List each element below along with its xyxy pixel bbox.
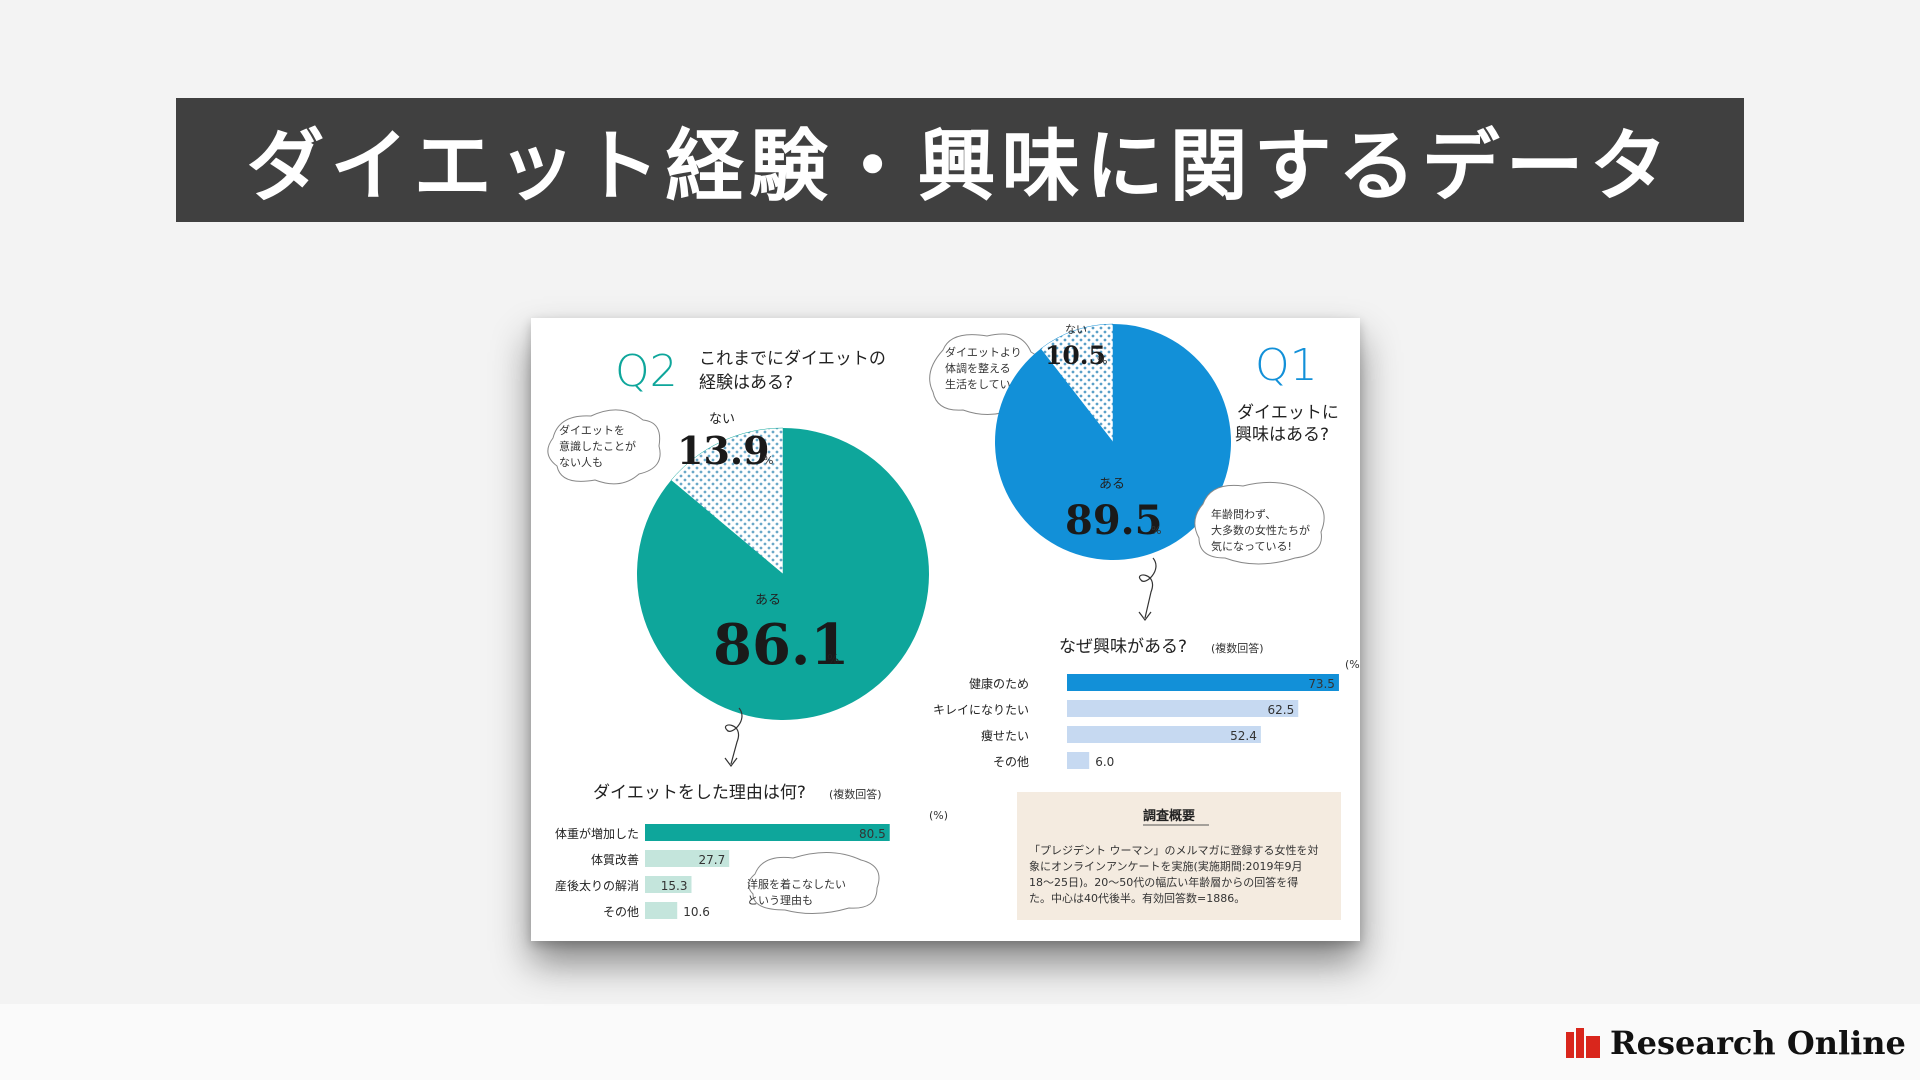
q2-bar-1: [645, 850, 730, 867]
q1-number: Q1: [1255, 340, 1318, 391]
summary-title: 調査概要: [1143, 808, 1195, 824]
q2-bar-0: [645, 824, 890, 841]
q1-yes-pct: %: [1151, 524, 1161, 537]
q2-bar-label-2: 産後太りの解消: [555, 878, 639, 893]
q1-pie-chart: [995, 323, 1231, 560]
q2-bars-title-note: (複数回答): [829, 787, 882, 801]
q2-yes-value: 86.1: [713, 612, 849, 678]
q1-bubble-line1: ダイエットより: [945, 345, 1022, 359]
q2-slice-no: [670, 427, 784, 575]
q1-bar-label-0: 健康のため: [969, 676, 1029, 691]
q1-bar-1: [1067, 700, 1299, 717]
q2-bubble-line1: ダイエットを: [559, 423, 625, 437]
q2-bar-label-3: その他: [603, 905, 639, 919]
title-banner: ダイエット経験・興味に関するデータ: [176, 98, 1744, 222]
q1-slice-no: [1040, 323, 1114, 443]
q2-bar-value-3: 10.6: [683, 905, 710, 919]
q1-bubble2-line1: 年齢問わず、: [1211, 507, 1276, 521]
q1-bars-unit: (%): [1345, 658, 1360, 671]
q2-bubble-line2: 意識したことが: [559, 439, 636, 453]
q2-arrowhead: [724, 757, 738, 767]
q1-bar-value-1: 62.5: [1268, 703, 1295, 717]
q2-arrow: [724, 707, 743, 765]
q2-bubble-line3: ない人も: [559, 456, 603, 469]
q1-arrow: [1138, 557, 1157, 619]
q2-speech-bubble: [547, 409, 661, 485]
q1-question-line2: 興味はある?: [1235, 425, 1329, 445]
q1-slice-yes: [995, 324, 1231, 560]
q2-bar-label-1: 体質改善: [591, 852, 639, 867]
q1-bar-label-3: その他: [993, 755, 1029, 769]
q2-bars-unit: (%): [929, 809, 948, 822]
q1-bar-value-2: 52.4: [1230, 729, 1257, 743]
q1-bar-3: [1067, 752, 1090, 769]
q2-bar-3: [645, 902, 678, 919]
footer-band: [0, 1004, 1920, 1080]
q2-bar-value-2: 15.3: [661, 879, 688, 893]
q1-no-value: 10.5: [1045, 341, 1106, 370]
q1-bars-title: なぜ興味がある?: [1059, 637, 1187, 657]
q2-bar-2: [645, 876, 692, 893]
q1-bar-label-2: 痩せたい: [981, 728, 1029, 743]
q1-no-pct: %: [1097, 354, 1107, 367]
q2-no-pct: %: [763, 454, 773, 467]
q2-bar-value-1: 27.7: [698, 853, 725, 867]
q1-bar-chart: 健康のため 73.5 キレイになりたい 62.5 痩せたい 52.4 その他 6.0: [933, 674, 1339, 769]
q2-bubble2-line1: 洋服を着こなしたい: [747, 877, 846, 891]
q1-bar-0: [1067, 674, 1339, 691]
q2-yes-label: ある: [755, 593, 781, 608]
q1-speech-bubble-2: [1194, 481, 1325, 565]
summary-box: [1017, 792, 1341, 920]
q1-question-line1: ダイエットに: [1237, 403, 1339, 423]
logo-icon: [1566, 1028, 1602, 1058]
brand-logo: Research Online: [1566, 1024, 1906, 1062]
q2-no-label: ない: [709, 412, 735, 427]
q1-bubble-line2: 体調を整える: [945, 361, 1011, 375]
q1-yes-value: 89.5: [1065, 497, 1162, 544]
q2-bars-title: ダイエットをした理由は何?: [593, 783, 806, 803]
q2-bar-label-0: 体重が増加した: [555, 826, 639, 841]
q2-question-line2: 経験はある?: [699, 373, 793, 393]
q2-question-line1: これまでにダイエットの: [699, 349, 886, 369]
q2-number: Q2: [615, 346, 678, 397]
q2-slice-yes: [637, 428, 929, 720]
q1-bar-2: [1067, 726, 1261, 743]
q2-bar-value-0: 80.5: [859, 827, 886, 841]
summary-line3: 18〜25日)。20〜50代の幅広い年齢層からの回答を得: [1029, 875, 1298, 889]
q1-bar-label-1: キレイになりたい: [933, 703, 1029, 717]
q1-bars-title-note: (複数回答): [1211, 641, 1264, 655]
q2-yes-pct: %: [827, 653, 839, 668]
infographic-card: Q2 これまでにダイエットの 経験はある? ダイエットを 意識したことが ない人…: [531, 318, 1360, 941]
q1-yes-label: ある: [1099, 477, 1125, 492]
q2-pie-chart: [637, 427, 929, 720]
q1-bubble-line3: 生活をしている: [945, 377, 1022, 391]
page-title: ダイエット経験・興味に関するデータ: [246, 121, 1674, 212]
q1-bubble2-line3: 気になっている!: [1211, 539, 1292, 553]
q2-bubble2-line2: という理由も: [747, 893, 813, 907]
q1-bar-value-3: 6.0: [1095, 755, 1114, 769]
q1-bar-value-0: 73.5: [1308, 677, 1335, 691]
q1-bubble2-line2: 大多数の女性たちが: [1211, 523, 1310, 537]
q2-speech-bubble-2: [748, 851, 880, 915]
summary-line2: 象にオンラインアンケートを実施(実施期間:2019年9月: [1029, 859, 1303, 873]
q2-no-value: 13.9: [677, 428, 770, 473]
q2-bar-chart: 体重が増加した 80.5 体質改善 27.7 産後太りの解消 15.3 その他 10.6: [555, 824, 890, 919]
logo-text: Research Online: [1610, 1024, 1906, 1062]
summary-line4: た。中心は40代後半。有効回答数=1886。: [1029, 891, 1245, 905]
infographic-svg: Q2 これまでにダイエットの 経験はある? ダイエットを 意識したことが ない人…: [547, 323, 1360, 920]
q1-no-label: ない: [1065, 323, 1087, 336]
summary-line1: 「プレジデント ウーマン」のメルマガに登録する女性を対: [1029, 843, 1319, 857]
q1-arrowhead: [1138, 611, 1152, 621]
